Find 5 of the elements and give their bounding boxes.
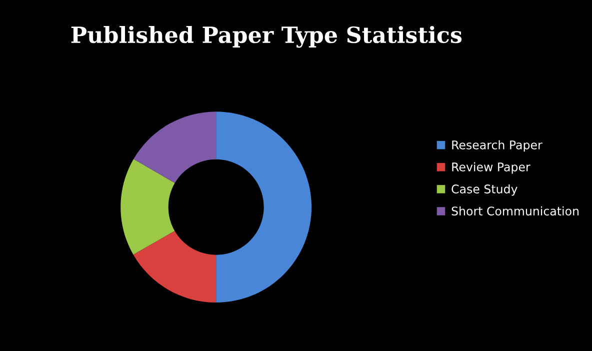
legend-label: Short Communication (452, 206, 579, 216)
legend-label: Case Study (452, 184, 518, 196)
legend-label: Research Paper (452, 140, 542, 152)
chart-title: Published Paper Type Statistics (71, 26, 462, 48)
legend-label: Review Paper (452, 162, 530, 174)
